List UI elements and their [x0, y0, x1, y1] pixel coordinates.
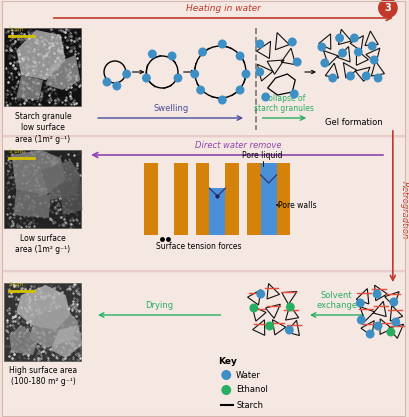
Polygon shape: [46, 55, 80, 90]
Circle shape: [292, 58, 301, 66]
Circle shape: [255, 40, 263, 48]
Circle shape: [198, 48, 207, 56]
FancyBboxPatch shape: [209, 188, 225, 235]
Polygon shape: [51, 325, 82, 358]
Circle shape: [190, 70, 199, 78]
Circle shape: [337, 48, 346, 58]
Circle shape: [148, 50, 156, 58]
Text: Collapse of
starch granules: Collapse of starch granules: [254, 93, 314, 113]
Text: Low surface
area (1m² g⁻¹): Low surface area (1m² g⁻¹): [15, 234, 70, 254]
Text: Direct water remove: Direct water remove: [194, 141, 281, 150]
Polygon shape: [16, 285, 70, 330]
Circle shape: [345, 71, 354, 80]
Circle shape: [196, 85, 204, 95]
Circle shape: [353, 48, 362, 56]
Circle shape: [386, 327, 394, 337]
Circle shape: [217, 95, 226, 105]
FancyBboxPatch shape: [2, 138, 405, 270]
Circle shape: [112, 81, 121, 90]
Text: 5 μm: 5 μm: [9, 282, 24, 287]
Circle shape: [102, 78, 111, 86]
Circle shape: [334, 33, 343, 43]
FancyBboxPatch shape: [144, 163, 158, 235]
Circle shape: [328, 73, 336, 83]
Polygon shape: [209, 188, 225, 196]
Text: High surface area
(100-180 m² g⁻¹): High surface area (100-180 m² g⁻¹): [9, 366, 77, 387]
Circle shape: [369, 55, 378, 65]
Circle shape: [285, 302, 294, 311]
FancyBboxPatch shape: [4, 28, 81, 106]
FancyBboxPatch shape: [276, 163, 290, 235]
Text: Retrogradtion: Retrogradtion: [399, 181, 408, 239]
Circle shape: [377, 0, 397, 18]
FancyBboxPatch shape: [195, 163, 209, 235]
Text: 5 μm: 5 μm: [9, 27, 24, 32]
Circle shape: [373, 322, 382, 331]
Circle shape: [221, 385, 231, 395]
Circle shape: [367, 42, 375, 50]
Text: 5 μm: 5 μm: [9, 149, 24, 154]
FancyBboxPatch shape: [260, 163, 276, 235]
FancyBboxPatch shape: [246, 163, 260, 235]
Circle shape: [173, 73, 182, 83]
Circle shape: [373, 73, 382, 83]
Text: Solvent
exchange: Solvent exchange: [315, 291, 356, 310]
Circle shape: [122, 70, 131, 78]
Text: Water: Water: [236, 370, 261, 379]
Circle shape: [361, 71, 370, 80]
Circle shape: [284, 326, 293, 334]
Circle shape: [249, 304, 258, 312]
Circle shape: [265, 322, 273, 331]
FancyBboxPatch shape: [2, 0, 405, 135]
Circle shape: [389, 297, 397, 306]
Text: Starch: Starch: [236, 400, 263, 409]
Circle shape: [372, 289, 380, 299]
Text: Ethanol: Ethanol: [236, 385, 267, 394]
Circle shape: [349, 33, 358, 43]
Text: Drying: Drying: [145, 301, 173, 310]
Circle shape: [317, 43, 326, 52]
Polygon shape: [11, 150, 65, 195]
Circle shape: [261, 93, 270, 101]
Text: Gel formation: Gel formation: [324, 118, 381, 127]
FancyBboxPatch shape: [2, 273, 405, 417]
Circle shape: [365, 329, 374, 339]
Text: Surface tension forces: Surface tension forces: [155, 242, 241, 251]
Text: Swelling: Swelling: [153, 104, 188, 113]
Polygon shape: [61, 178, 82, 215]
Circle shape: [391, 317, 399, 327]
Polygon shape: [13, 190, 51, 218]
Polygon shape: [260, 163, 276, 183]
Text: Key: Key: [218, 357, 237, 366]
FancyBboxPatch shape: [225, 163, 238, 235]
Circle shape: [221, 370, 231, 380]
Circle shape: [287, 38, 296, 47]
Circle shape: [356, 316, 365, 324]
Circle shape: [167, 52, 176, 60]
Circle shape: [319, 58, 328, 68]
Circle shape: [235, 85, 244, 95]
FancyBboxPatch shape: [4, 283, 81, 361]
Circle shape: [217, 40, 226, 48]
Polygon shape: [16, 75, 43, 100]
FancyBboxPatch shape: [173, 163, 187, 235]
Circle shape: [355, 299, 364, 307]
FancyBboxPatch shape: [4, 150, 81, 228]
Polygon shape: [16, 30, 65, 80]
Text: Pore liquid: Pore liquid: [242, 151, 282, 160]
Text: Heating in water: Heating in water: [185, 4, 260, 13]
Circle shape: [289, 90, 298, 98]
Polygon shape: [9, 325, 39, 355]
Text: Starch granule
low surface
area (1m² g⁻¹): Starch granule low surface area (1m² g⁻¹…: [15, 112, 71, 144]
Polygon shape: [41, 160, 80, 200]
Circle shape: [142, 73, 151, 83]
Polygon shape: [29, 308, 78, 348]
Circle shape: [255, 68, 263, 76]
Text: 3: 3: [384, 3, 390, 13]
Circle shape: [256, 289, 265, 299]
Circle shape: [235, 52, 244, 60]
Text: Pore walls: Pore walls: [277, 201, 315, 209]
Circle shape: [241, 70, 250, 78]
